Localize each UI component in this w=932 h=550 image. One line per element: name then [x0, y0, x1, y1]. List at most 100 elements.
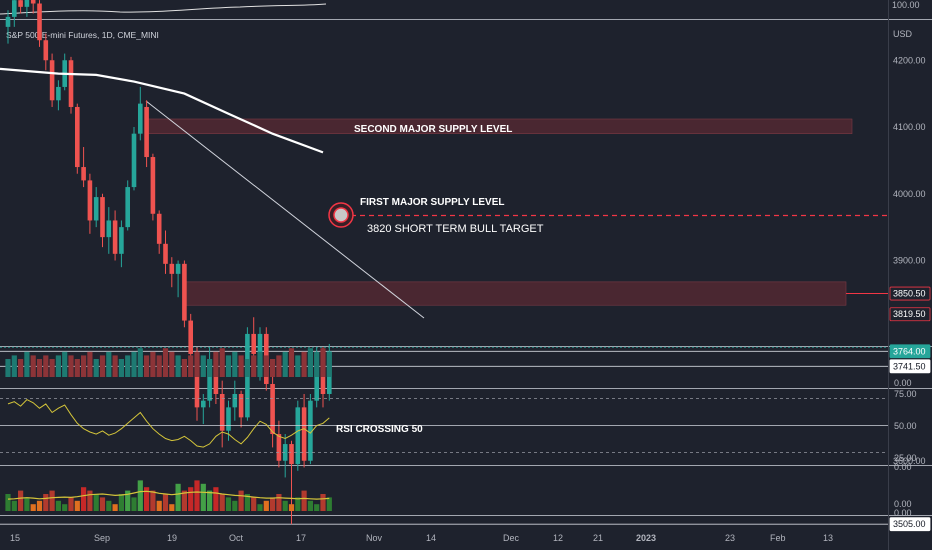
candle-body [308, 400, 313, 461]
volume-bar [55, 355, 61, 377]
histogram-bar [251, 497, 257, 511]
histogram-bar [156, 500, 162, 511]
volume-bar [257, 351, 263, 377]
histogram-bar [207, 490, 213, 511]
candle-body [5, 16, 11, 27]
rsi-panel: 0.00 75.00 50.00 25.00 RSI CROSSING 50 [0, 378, 917, 463]
candle-body [37, 3, 42, 41]
candle-body [251, 333, 256, 354]
histogram-bar [131, 497, 137, 511]
volume-bar [144, 355, 150, 377]
histogram-bar [24, 497, 30, 511]
histogram-bar [55, 500, 61, 511]
candle-body [289, 444, 294, 465]
candle-body [270, 383, 275, 435]
candle-body [12, 0, 17, 17]
histogram-bar [49, 490, 55, 511]
histogram-bar [194, 480, 200, 511]
candle-body [282, 444, 288, 461]
price-axis-labels: 3850.50 3819.50 3764.00 3741.50 3505.00 [846, 286, 931, 532]
histogram-bar [225, 497, 232, 511]
candle-body [138, 103, 143, 134]
volume-bar [11, 355, 17, 377]
x-axis-ticks: 15 Sep 19 Oct 17 Nov 14 Dec 12 21 2023 23 Feb 13 [10, 533, 833, 543]
x-tick-label: Dec [503, 533, 520, 543]
candle-body [301, 407, 307, 461]
candle-body [150, 157, 156, 214]
candle-body [125, 187, 130, 228]
volume-bar [188, 355, 194, 377]
candle-body [201, 400, 206, 408]
volume-bar [150, 351, 156, 377]
candle-body [188, 320, 193, 354]
price-label-box [889, 307, 931, 322]
volume-bar [263, 355, 269, 377]
target-circle-inner [333, 207, 349, 223]
candle-body [131, 133, 137, 188]
histogram-bar [106, 500, 112, 511]
volume-bar [282, 351, 288, 377]
histogram-bar [232, 500, 238, 511]
volume-bar [43, 355, 49, 377]
volume-bar [225, 355, 232, 377]
target-circle-marker [328, 202, 354, 228]
candle-body [119, 227, 124, 254]
histogram-bar [74, 500, 80, 511]
volume-bar [213, 351, 219, 377]
x-tick-label: Oct [229, 533, 244, 543]
volume-bar [288, 348, 295, 377]
chart-title: S&P 500 E-mini Futures, 1D, CME_MINI [6, 30, 159, 40]
volume-bar [137, 348, 143, 377]
histogram-tick-bottom: 0.00 [894, 508, 912, 518]
candle-body [163, 243, 168, 264]
candle-body [100, 197, 105, 238]
volume-bar [169, 351, 175, 377]
histogram-bar [301, 490, 307, 511]
volume-bar [320, 348, 326, 377]
candle-body [169, 263, 175, 274]
histogram-bar [62, 504, 68, 511]
volume-bar [326, 351, 332, 377]
histogram-bar [112, 504, 118, 511]
volume-bar [49, 359, 55, 377]
volume-bar [131, 351, 137, 377]
volume-bar [251, 355, 257, 377]
x-tick-label: 12 [553, 533, 563, 543]
trend-line [145, 100, 425, 319]
histogram-bar [326, 497, 332, 511]
candle-body [182, 263, 187, 321]
volume-bar [118, 359, 124, 377]
volume-bar [244, 359, 250, 377]
histogram-bar [257, 504, 263, 511]
histogram-bar [181, 490, 187, 511]
volume-bar [24, 351, 30, 377]
histogram-bar [270, 497, 276, 511]
candle-body [276, 434, 282, 461]
volume-bar [194, 351, 200, 377]
histogram-tick-mid: 0.00 [894, 499, 912, 509]
volume-bar [207, 359, 213, 377]
volume-bar [87, 351, 93, 377]
y-tick-label: 3600.00 [893, 456, 926, 466]
candle-body [295, 407, 301, 465]
price-label-text: 3850.50 [893, 289, 926, 299]
rsi-tick-25: 25.00 [894, 453, 917, 463]
volume-bar [81, 355, 87, 377]
rsi-tick-75: 75.00 [894, 389, 917, 399]
histogram-bar [169, 504, 175, 511]
volume-bar [68, 355, 74, 377]
panel-separators [0, 19, 932, 516]
candle-body [93, 197, 99, 221]
histogram-bar [219, 494, 225, 511]
candle-body [30, 0, 36, 4]
candle-body [18, 0, 23, 7]
price-label-box [889, 286, 931, 301]
x-tick-label: Feb [770, 533, 786, 543]
volume-bar [175, 355, 181, 377]
y-axis-ticks: 4300.004200.004100.004000.003900.003600.… [893, 55, 926, 466]
price-label-box [889, 344, 931, 359]
volume-bar [238, 355, 244, 377]
volume-bar [200, 355, 206, 377]
volume-bar [112, 355, 118, 377]
